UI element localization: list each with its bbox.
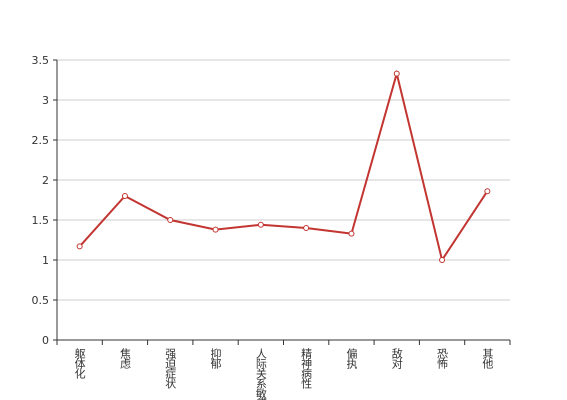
y-tick-label: 1 — [42, 254, 49, 267]
x-tick-label: 精神病性 — [300, 348, 313, 390]
x-tick-label: 躯体化 — [73, 348, 86, 380]
x-tick-label: 人际关系敏感 — [254, 348, 267, 400]
point — [121, 193, 128, 199]
y-tick-label: 2 — [42, 174, 49, 187]
x-tick-label: 强迫症状 — [164, 348, 177, 389]
y-tick-label: 1.5 — [32, 214, 50, 227]
point — [257, 221, 264, 228]
x-tick-label: 偏执 — [345, 347, 358, 370]
point — [348, 230, 355, 237]
x-tick-label: 焦虑 — [118, 348, 131, 369]
y-tick-label: 3 — [42, 94, 49, 107]
x-tick-label: 敌对 — [390, 347, 403, 369]
point — [439, 257, 446, 263]
point — [167, 217, 174, 223]
line — [78, 69, 489, 263]
point — [393, 70, 400, 77]
y-tick-label: 0.5 — [32, 294, 50, 307]
point — [76, 243, 83, 250]
y-tick-label: 2.5 — [32, 134, 50, 147]
y-tick-label: 0 — [42, 334, 49, 347]
point — [484, 188, 491, 195]
x-tick-label: 恐怖 — [436, 348, 449, 369]
x-tick-label: 抑郁 — [209, 347, 222, 369]
point — [303, 225, 310, 231]
y-tick-label: 3.5 — [32, 54, 50, 67]
x-tick-label: 其他 — [481, 348, 494, 369]
point — [212, 226, 219, 233]
